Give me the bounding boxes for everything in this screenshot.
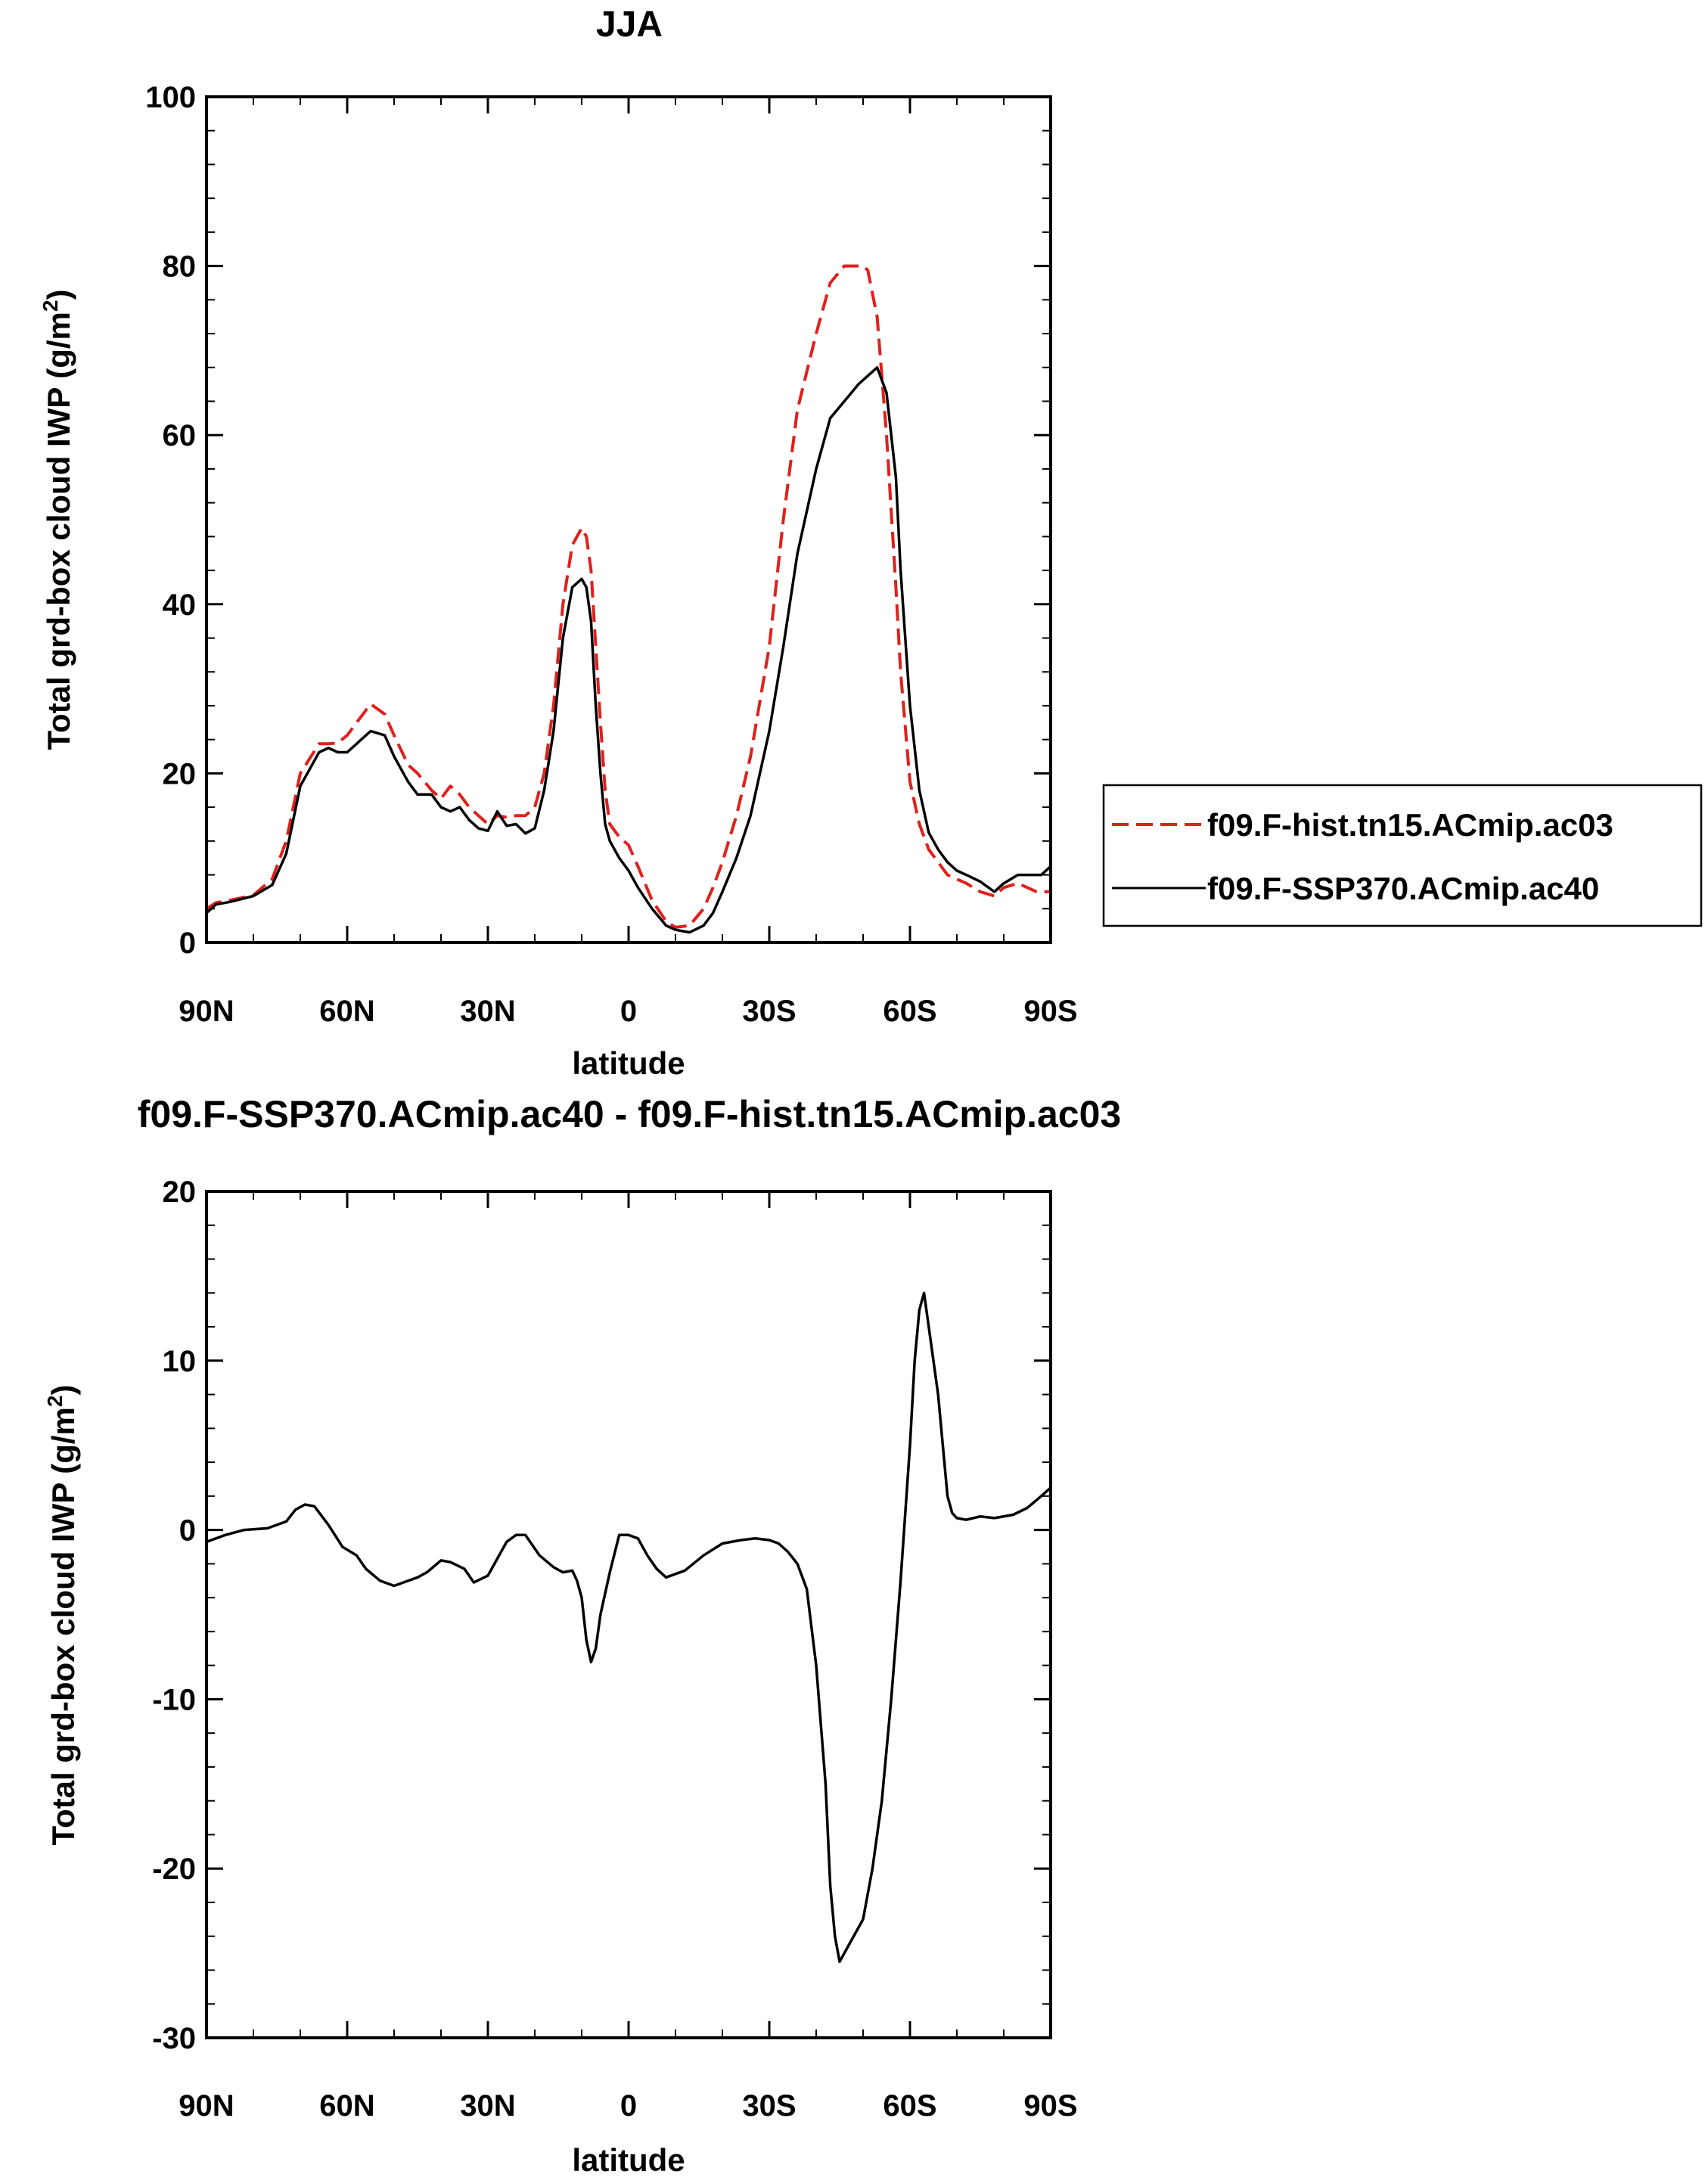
- x-tick-label: 60N: [319, 995, 374, 1028]
- series-lines: [205, 264, 1052, 934]
- y-tick-label: 60: [163, 419, 197, 452]
- y-axis-label-sup: 2: [39, 300, 62, 312]
- y-tick-label: -20: [152, 1852, 196, 1886]
- x-tick-label: 30N: [460, 2089, 515, 2123]
- x-tick-label: 30S: [742, 2089, 796, 2123]
- y-axis-label-sup: 2: [43, 1396, 67, 1408]
- chart-title: f09.F-SSP370.ACmip.ac40 - f09.F-hist.tn1…: [138, 1093, 1121, 1135]
- x-tick-label: 90N: [179, 995, 234, 1028]
- x-tick-label: 30S: [742, 995, 796, 1028]
- series-line-2: [205, 366, 1052, 934]
- y-axis-label-main: Total grd-box cloud IWP (g/m: [45, 1407, 81, 1845]
- x-axis-label: latitude: [572, 2142, 685, 2177]
- y-tick-label: 10: [163, 1345, 197, 1378]
- series-line-1: [205, 264, 1051, 929]
- y-tick-label: 20: [163, 757, 197, 790]
- y-tick-labels: 0 20 40 60 80 100: [145, 81, 196, 960]
- y-tick-label: -10: [152, 1683, 196, 1716]
- y-axis-label: Total grd-box cloud IWP (g/m2): [39, 290, 76, 750]
- y-tick-label: 0: [179, 1514, 196, 1548]
- x-tick-label: 60S: [883, 995, 936, 1028]
- x-tick-label: 90N: [179, 2089, 234, 2123]
- chart-jja-iwp: JJA 0 20 40 60 80 100 90N 60N 30N 0 30S 60S 90S lat…: [39, 5, 1703, 1081]
- y-tick-label: 40: [163, 589, 197, 622]
- plot-frame: [205, 1190, 1052, 2039]
- chart-difference-iwp: f09.F-SSP370.ACmip.ac40 - f09.F-hist.tn1…: [43, 1093, 1121, 2177]
- y-axis-label: Total grd-box cloud IWP (g/m2): [43, 1385, 81, 1846]
- x-tick-labels: 90N 60N 30N 0 30S 60S 90S: [179, 2089, 1077, 2123]
- y-axis-label-main: Total grd-box cloud IWP (g/m: [41, 312, 76, 750]
- y-tick-label: 100: [145, 81, 196, 114]
- x-tick-label: 0: [620, 2089, 637, 2123]
- x-tick-label: 90S: [1023, 2089, 1077, 2123]
- x-tick-labels: 90N 60N 30N 0 30S 60S 90S: [179, 995, 1077, 1028]
- legend-label-hist: f09.F-hist.tn15.ACmip.ac03: [1207, 807, 1613, 843]
- x-tick-label: 60S: [883, 2089, 936, 2123]
- series-lines: [206, 1291, 1052, 1964]
- x-tick-label: 0: [620, 995, 637, 1028]
- x-tick-label: 60N: [319, 2089, 374, 2123]
- x-axis-label: latitude: [572, 1045, 685, 1081]
- y-tick-label: 0: [179, 927, 196, 960]
- plot-frame: [205, 95, 1052, 944]
- chart-title: JJA: [596, 5, 663, 45]
- x-tick-label: 30N: [460, 995, 515, 1028]
- y-axis-label-close: ): [45, 1385, 81, 1396]
- x-tick-label: 90S: [1023, 995, 1077, 1028]
- y-axis-label-close: ): [41, 290, 76, 300]
- legend-box: [1102, 784, 1703, 927]
- y-tick-label: 20: [163, 1175, 197, 1209]
- tick-marks: [205, 1190, 1052, 2039]
- y-tick-label: 80: [163, 250, 197, 284]
- series-line-1: [206, 1291, 1052, 1964]
- legend: f09.F-hist.tn15.ACmip.ac03 f09.F-SSP370.…: [1102, 784, 1703, 927]
- legend-label-ssp370: f09.F-SSP370.ACmip.ac40: [1207, 871, 1599, 906]
- y-tick-labels: -30 -20 -10 0 10 20: [152, 1175, 196, 2055]
- y-tick-label: -30: [152, 2022, 196, 2055]
